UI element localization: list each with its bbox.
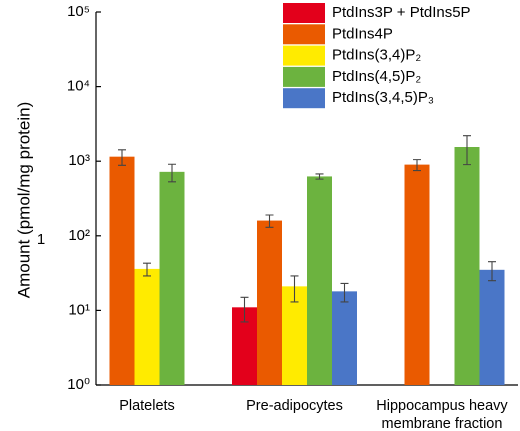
legend-label: PtdIns(3,4)P₂	[332, 47, 421, 64]
legend-swatch	[283, 66, 325, 87]
error-bar	[340, 282, 349, 303]
error-bar	[240, 296, 249, 323]
bar	[404, 164, 430, 385]
error-bar	[315, 173, 324, 180]
y-tick-label: 10³	[68, 152, 90, 169]
bar	[479, 269, 505, 385]
x-tick-label: Platelets	[119, 398, 175, 414]
bar	[332, 291, 357, 385]
legend-swatch	[283, 45, 325, 66]
error-bar	[413, 159, 421, 172]
y-tick-label: 10⁵	[67, 3, 90, 20]
legend-swatch	[283, 24, 325, 45]
annotation: 1	[37, 231, 45, 248]
legend-swatch	[283, 3, 325, 23]
error-bar	[290, 275, 299, 303]
bar	[109, 156, 135, 385]
legend-label: PtdIns(3,4,5)P₃	[332, 89, 434, 106]
error-bar	[265, 214, 274, 228]
y-tick-label: 10¹	[68, 301, 90, 318]
x-tick-label: Pre-adipocytes	[246, 398, 343, 414]
error-bar	[463, 135, 471, 166]
y-tick-label: 10⁴	[67, 78, 90, 95]
y-tick-label: 10²	[68, 227, 90, 244]
bar	[257, 220, 282, 385]
legend-label: PtdIns4P	[332, 25, 393, 42]
error-bar	[143, 262, 151, 277]
bar	[307, 176, 332, 385]
legend-label: PtdIns(4,5)P₂	[332, 68, 421, 85]
error-bar	[168, 163, 176, 183]
y-tick-label: 10⁰	[67, 376, 90, 393]
bar	[282, 286, 307, 385]
legend-label: PtdIns3P + PtdIns5P	[332, 4, 471, 21]
x-tick-label: Hippocampus heavy membrane fraction	[376, 398, 508, 431]
error-bar	[488, 261, 496, 282]
bar	[159, 171, 185, 385]
error-bar	[118, 149, 126, 166]
bar	[134, 268, 160, 385]
y-axis-label: Amount (pmol/mg protein)	[14, 102, 33, 299]
bar	[454, 147, 480, 385]
legend-swatch	[283, 88, 325, 109]
